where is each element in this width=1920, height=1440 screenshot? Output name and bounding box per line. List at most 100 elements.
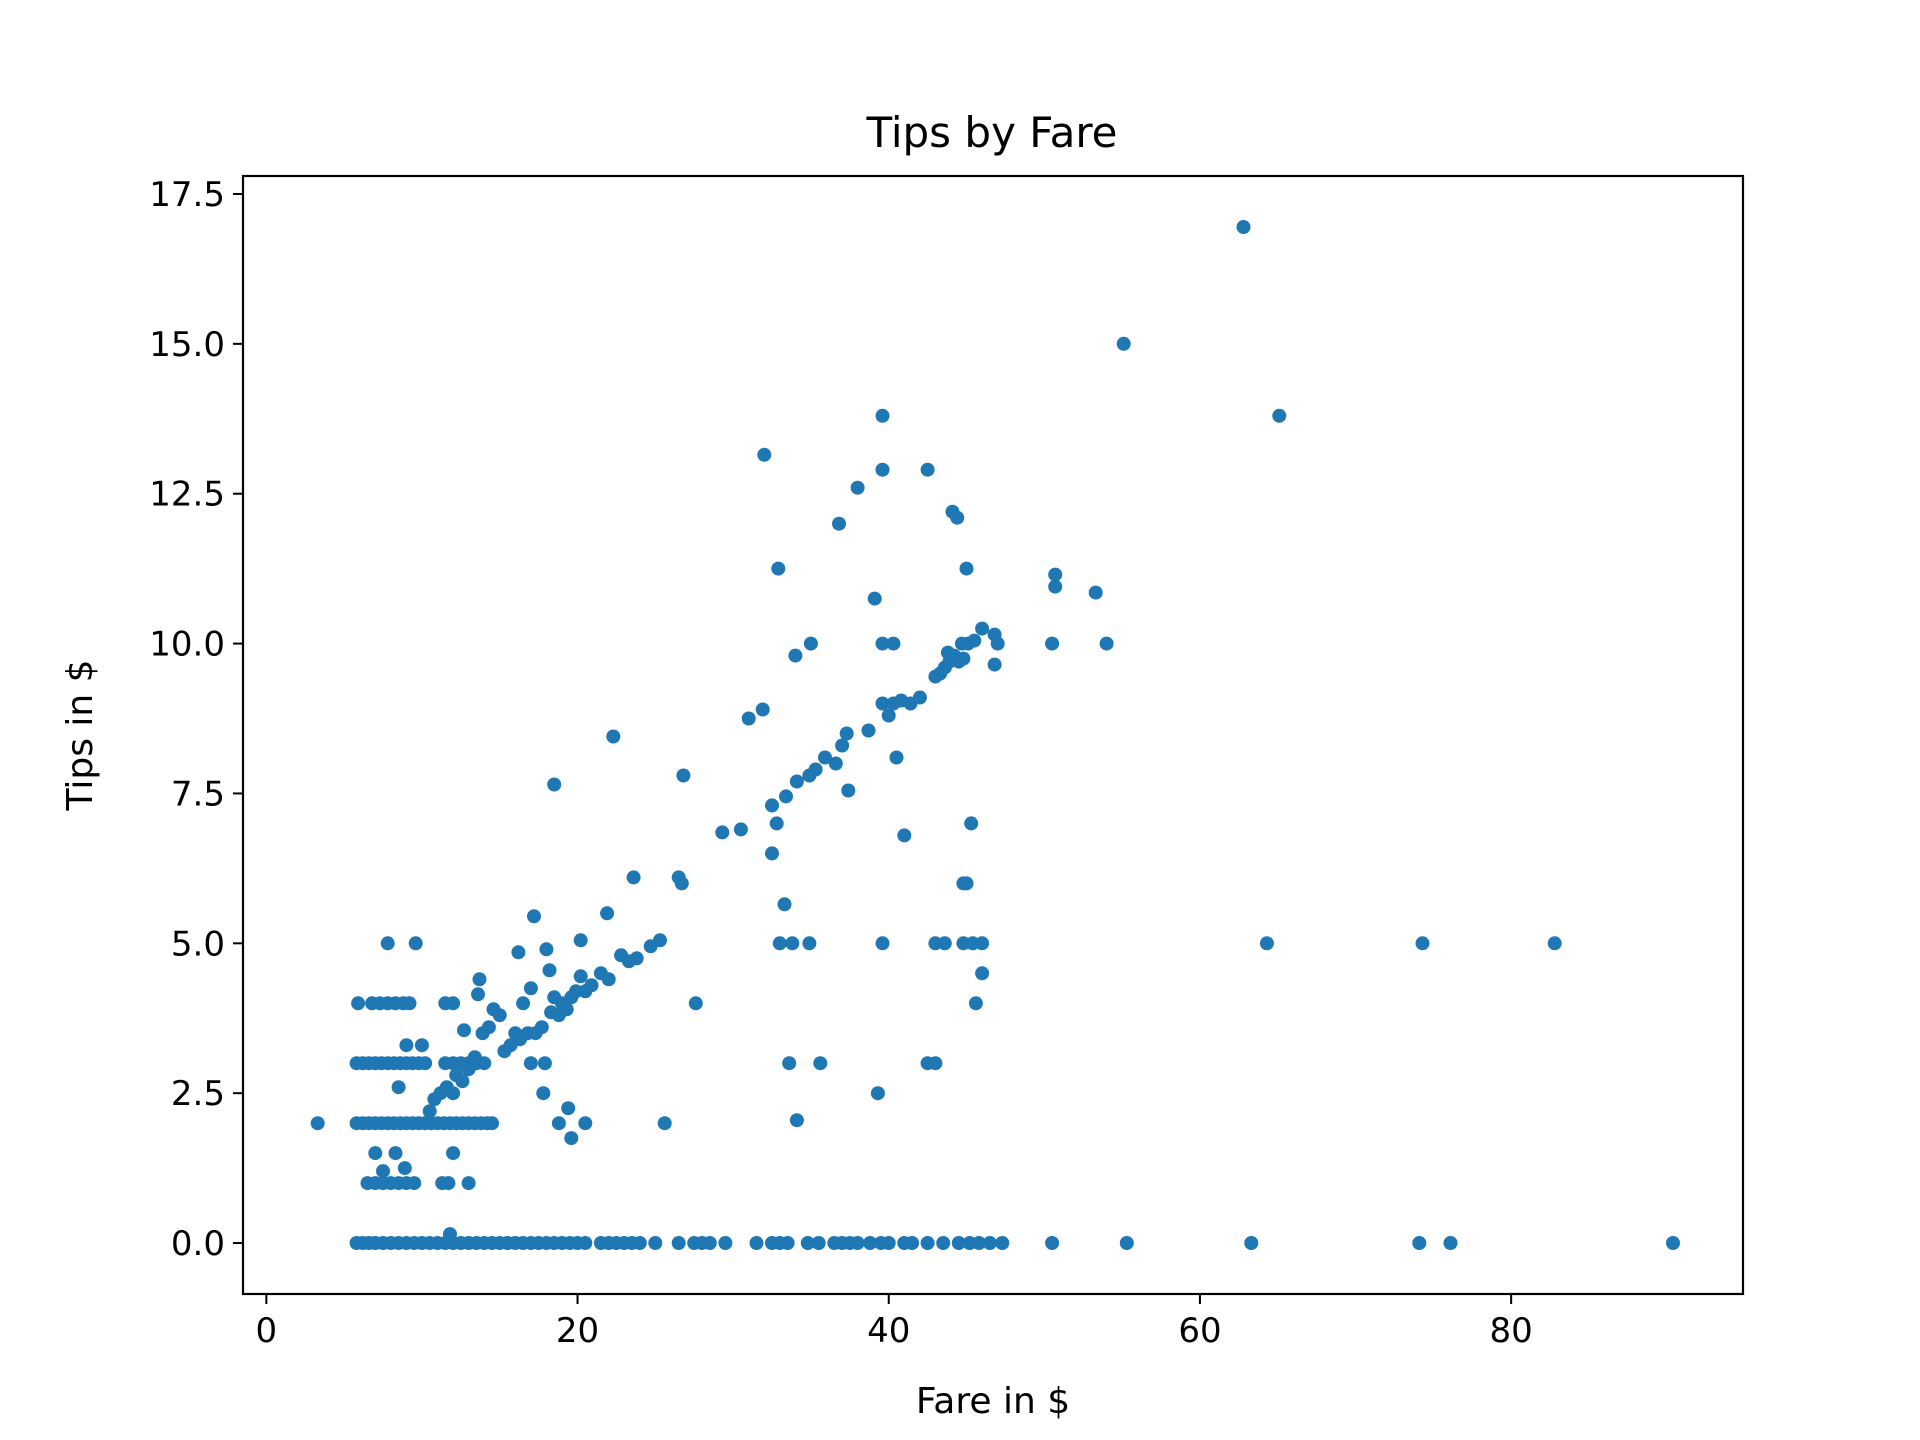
y-tick-label: 10.0 [149,625,225,665]
data-point [414,1038,429,1053]
data-point [399,1038,414,1053]
data-point [1045,1236,1060,1250]
data-point [757,447,772,462]
data-point [584,978,599,993]
y-axis-label: Tips in $ [60,659,101,811]
data-point [1666,1236,1680,1250]
data-point [536,1086,551,1101]
data-point [733,822,748,837]
data-point [578,1236,593,1250]
data-point [380,936,395,951]
data-point [881,1236,896,1250]
y-tick-label: 7.5 [171,774,225,814]
data-point [875,636,890,651]
data-point [516,996,531,1011]
data-point [564,1131,579,1146]
y-tick-label: 12.5 [149,475,225,515]
data-point [771,561,786,576]
data-point [648,1236,663,1250]
data-point [388,1146,403,1161]
data-point [959,561,974,576]
data-point [828,756,843,771]
data-point [881,708,896,723]
data-point [964,816,979,831]
data-point [788,648,803,663]
data-point [446,1086,461,1101]
data-point [471,987,485,1002]
data-point [632,1236,647,1250]
data-point [861,723,876,738]
data-point [674,876,689,891]
y-tick-label: 17.5 [149,175,225,215]
data-point [950,510,965,525]
data-point [539,942,554,957]
data-point [718,1236,733,1250]
data-point [936,1236,951,1250]
data-point [461,1062,476,1077]
data-point [310,1116,325,1131]
y-tick-label: 2.5 [171,1074,225,1114]
data-point [875,408,890,423]
data-point [657,1116,672,1131]
data-point [967,633,982,648]
data-point [780,1236,795,1250]
data-point [920,462,935,477]
data-point [547,777,562,792]
data-point [789,774,804,789]
data-point [534,1020,549,1035]
data-point [1048,579,1063,594]
data-point [446,996,461,1011]
data-point [850,1236,865,1250]
data-point [850,480,865,495]
data-point [461,1176,476,1191]
data-point [1045,636,1060,651]
data-point [542,963,557,978]
data-point [422,1104,437,1119]
plot-frame [241,174,1745,1296]
data-point [785,936,800,951]
data-point [782,1056,797,1071]
data-point [441,1176,456,1191]
data-point [920,1236,935,1250]
data-point [959,876,974,891]
data-point [875,462,890,477]
data-point [559,1002,574,1017]
data-point [1443,1236,1458,1250]
data-point [481,1020,496,1035]
y-tick-label: 0.0 [171,1224,225,1264]
data-point [835,738,850,753]
x-tick-label: 80 [1490,1311,1533,1351]
data-point [975,621,990,636]
data-point [940,645,955,660]
data-point [765,846,779,861]
data-point [446,1146,461,1161]
data-point [779,789,793,804]
data-point [1236,220,1251,234]
data-point [951,1236,966,1250]
data-point [626,870,641,885]
data-point [561,1101,576,1116]
data-point [808,762,823,777]
data-point [391,1080,406,1095]
data-point [457,1023,471,1038]
data-point [802,936,817,951]
data-point [769,816,784,831]
data-point [875,696,890,711]
data-point [368,1146,383,1161]
data-point [1099,636,1114,651]
data-point [772,936,787,951]
data-point [841,783,856,798]
data-point [897,828,912,843]
data-point [928,1056,943,1071]
data-point [886,636,901,651]
data-point [1048,567,1063,582]
y-tick-label: 5.0 [171,924,225,964]
data-point [765,798,779,813]
data-point [653,933,667,948]
data-point [402,996,417,1011]
data-point [875,936,890,951]
data-point [839,726,854,741]
data-point [537,1056,552,1071]
data-point [937,936,952,951]
